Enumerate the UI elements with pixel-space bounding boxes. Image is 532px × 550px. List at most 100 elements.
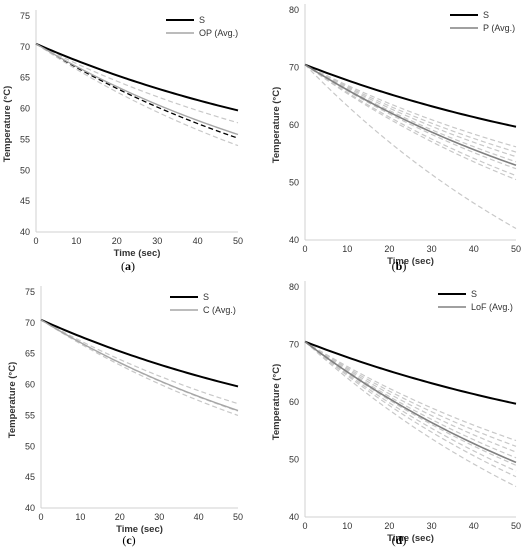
sample-curve-dashed: [304, 341, 517, 447]
y-tick-label: 80: [289, 282, 299, 292]
y-tick-label: 60: [289, 397, 299, 407]
y-tick-label: 60: [289, 120, 299, 130]
series-line-s: [40, 318, 239, 388]
x-tick-label: 30: [154, 512, 164, 522]
sample-curve-dashed: [304, 341, 517, 459]
y-tick-label: 45: [25, 472, 35, 482]
x-tick-label: 50: [511, 244, 521, 254]
legend-label: S: [203, 292, 209, 302]
x-tick-label: 50: [511, 521, 521, 531]
y-tick-label: 50: [289, 455, 299, 465]
x-tick-label: 10: [75, 512, 85, 522]
x-tick-label: 0: [302, 244, 307, 254]
series-line-s: [304, 340, 517, 405]
y-tick-label: 40: [25, 503, 35, 513]
y-tick-label: 60: [20, 104, 30, 114]
y-tick-label: 55: [25, 410, 35, 420]
x-tick-label: 10: [71, 236, 81, 246]
x-tick-label: 30: [427, 244, 437, 254]
y-tick-label: 70: [25, 318, 35, 328]
legend-label: S: [471, 289, 477, 299]
sample-curve-dashed: [304, 341, 517, 472]
x-tick-label: 40: [469, 521, 479, 531]
x-tick-label: 30: [152, 236, 162, 246]
sample-curve-dashed: [304, 64, 517, 163]
panel-b: 40 50 60 70 80 0 10 20 30 40 50 Time (sec) Temperatu…: [271, 4, 521, 273]
x-tick-label: 10: [342, 521, 352, 531]
panel-a: 40 45 50 55 60 65 70 75 0 10 20 30 40 50 Time (sec) Tem…: [2, 10, 243, 273]
series-line-s: [35, 42, 239, 112]
x-tick-label: 20: [384, 521, 394, 531]
y-tick-label: 45: [20, 196, 30, 206]
x-tick-label: 20: [115, 512, 125, 522]
sample-curve-dashed: [40, 319, 239, 405]
x-tick-label: 30: [427, 521, 437, 531]
x-tick-label: 50: [233, 512, 243, 522]
x-tick-label: 0: [38, 512, 43, 522]
legend-label: S: [199, 15, 205, 25]
panel-caption: (a): [121, 259, 135, 273]
legend-label: S: [483, 10, 489, 20]
panel-c: 40 45 50 55 60 65 70 75 0 10 20 30 40 50 Time (sec) Tem…: [7, 286, 243, 547]
series-line-lof-avg-: [304, 340, 517, 464]
y-tick-label: 50: [289, 178, 299, 188]
x-tick-label: 0: [302, 521, 307, 531]
y-tick-label: 70: [20, 42, 30, 52]
panel-caption: (d): [392, 533, 407, 547]
legend-label: OP (Avg.): [199, 28, 238, 38]
legend-label: P (Avg.): [483, 23, 515, 33]
y-tick-label: 70: [289, 63, 299, 73]
x-axis-label: Time (sec): [387, 533, 434, 544]
x-tick-label: 40: [194, 512, 204, 522]
x-axis-label: Time (sec): [387, 256, 434, 267]
panel-caption: (b): [392, 259, 407, 273]
sample-curve-dashed: [304, 64, 517, 181]
legend-label: C (Avg.): [203, 305, 236, 315]
sample-curve-dashed: [304, 64, 517, 148]
x-tick-label: 40: [469, 244, 479, 254]
x-tick-label: 20: [112, 236, 122, 246]
y-axis-label: Temperature (°C): [2, 86, 13, 162]
sample-curve-dashed: [304, 341, 517, 478]
sample-curve-dashed: [304, 341, 517, 442]
x-tick-label: 20: [384, 244, 394, 254]
x-axis-label: Time (sec): [116, 524, 163, 535]
sample-curve-dashed: [304, 64, 517, 153]
y-tick-label: 60: [25, 380, 35, 390]
y-tick-label: 65: [25, 349, 35, 359]
y-tick-label: 40: [20, 227, 30, 237]
y-tick-label: 70: [289, 340, 299, 350]
x-tick-label: 0: [33, 236, 38, 246]
sample-curve-dashed: [35, 43, 239, 147]
y-axis-label: Temperature (°C): [271, 364, 282, 440]
y-tick-label: 75: [20, 11, 30, 21]
sample-curve-dashed: [35, 43, 239, 139]
series-line-c-avg-: [40, 319, 239, 412]
y-tick-label: 80: [289, 5, 299, 15]
sample-curve-dashed: [304, 64, 517, 177]
x-tick-label: 10: [342, 244, 352, 254]
y-axis-label: Temperature (°C): [7, 362, 18, 438]
sample-curve-dashed: [304, 341, 517, 453]
series-line-p-avg-: [304, 63, 517, 167]
sample-curve-dashed: [304, 64, 517, 158]
sample-curve-dashed: [40, 319, 239, 416]
x-tick-label: 50: [233, 236, 243, 246]
y-tick-label: 50: [20, 165, 30, 175]
y-tick-label: 65: [20, 73, 30, 83]
y-tick-label: 75: [25, 287, 35, 297]
x-tick-label: 40: [193, 236, 203, 246]
series-line-op-avg-: [35, 43, 239, 136]
y-axis-label: Temperature (°C): [271, 87, 282, 163]
panel-d: 40 50 60 70 80 0 10 20 30 40 50 Time (sec) Temperatu…: [271, 281, 521, 547]
sample-curve-dashed: [304, 64, 517, 230]
legend-label: LoF (Avg.): [471, 302, 513, 312]
y-tick-label: 40: [289, 235, 299, 245]
y-tick-label: 40: [289, 512, 299, 522]
series-line-s: [304, 63, 517, 128]
panel-caption: (c): [122, 533, 135, 547]
sample-curve-dashed: [304, 341, 517, 488]
y-tick-label: 55: [20, 134, 30, 144]
y-tick-label: 50: [25, 441, 35, 451]
